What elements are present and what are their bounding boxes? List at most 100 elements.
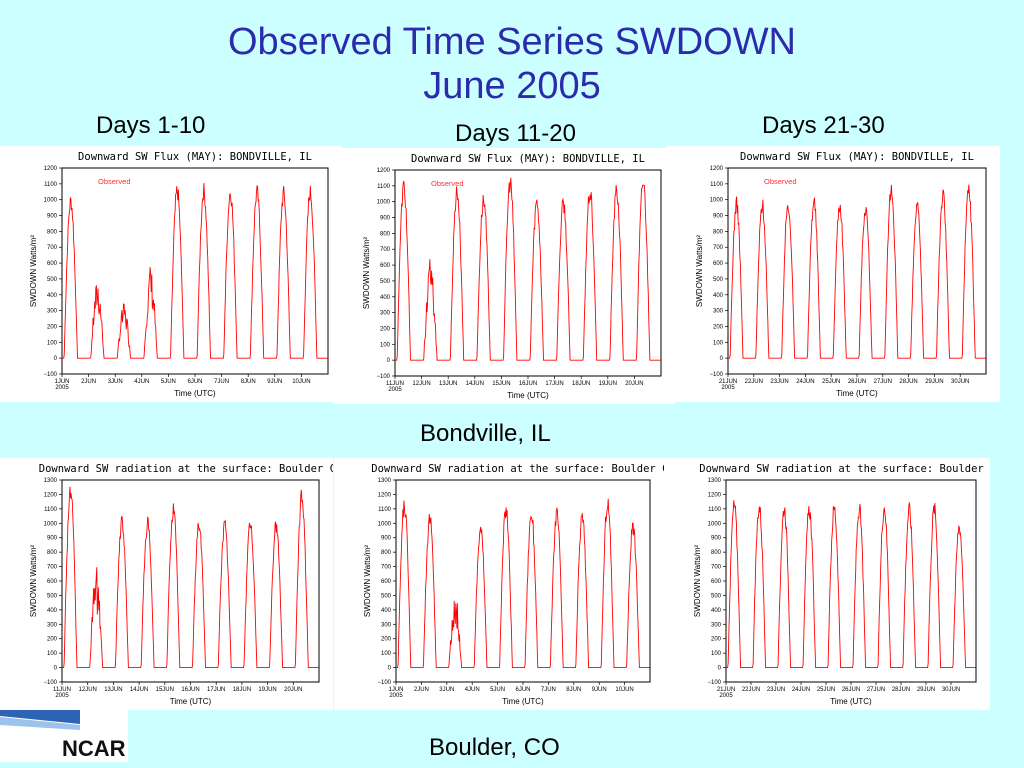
y-tick-label: 1200: [44, 166, 58, 172]
x-tick-label: 25JUN: [822, 379, 840, 385]
x-tick-label: 2005: [55, 385, 69, 391]
x-tick-label: 18JUN: [233, 687, 251, 693]
x-tick-label: 4JUN: [134, 379, 149, 385]
x-tick-label: 21JUN: [719, 379, 737, 385]
x-tick-label: 26JUN: [842, 687, 860, 693]
series-line-observed: [62, 182, 328, 359]
x-tick-label: 2005: [389, 693, 403, 699]
slide-title-line2: June 2005: [423, 65, 601, 107]
site-label-bondville: Bondville, IL: [420, 420, 551, 447]
y-tick-label: 600: [381, 579, 392, 585]
y-tick-label: 300: [713, 309, 724, 315]
y-tick-label: 1000: [378, 521, 392, 527]
y-tick-label: 800: [713, 229, 724, 235]
y-tick-label: 0: [388, 666, 392, 672]
series-line-observed: [395, 177, 661, 361]
y-tick-label: 1200: [378, 492, 392, 498]
y-tick-label: 400: [381, 608, 392, 614]
y-tick-label: 800: [380, 231, 391, 237]
x-tick-label: 10JUN: [615, 687, 633, 693]
x-tick-label: 2JUN: [81, 379, 96, 385]
y-tick-label: 800: [381, 550, 392, 556]
x-tick-label: 15JUN: [156, 687, 174, 693]
y-tick-label: 200: [713, 324, 724, 330]
x-tick-label: 1JUN: [54, 379, 69, 385]
y-tick-label: 1000: [710, 198, 724, 204]
x-tick-label: 4JUN: [465, 687, 480, 693]
x-tick-label: 2JUN: [414, 687, 429, 693]
y-axis-label: SWDOWN Watts/m²: [29, 545, 38, 617]
y-tick-label: 400: [47, 293, 58, 299]
y-tick-label: 700: [713, 245, 724, 251]
y-tick-label: 500: [711, 593, 722, 599]
x-tick-label: 12JUN: [412, 381, 430, 387]
column-label-days-1-10: Days 1-10: [96, 112, 206, 139]
slide-title: Observed Time Series SWDOWN June 2005: [0, 20, 1024, 108]
y-tick-label: −100: [707, 680, 721, 686]
x-tick-label: 13JUN: [104, 687, 122, 693]
series-line-observed: [728, 184, 986, 359]
chart-boulder-days-11-20: Downward SW radiation at the surface: Bo…: [0, 458, 333, 710]
series-line-observed: [396, 498, 650, 669]
x-tick-label: 2005: [719, 693, 733, 699]
y-tick-label: 900: [47, 214, 58, 220]
y-tick-label: 200: [47, 637, 58, 643]
y-tick-label: 800: [47, 229, 58, 235]
y-tick-label: 1300: [44, 478, 58, 484]
x-tick-label: 23JUN: [767, 687, 785, 693]
y-tick-label: 0: [387, 358, 391, 364]
x-tick-label: 14JUN: [130, 687, 148, 693]
chart-title: Downward SW radiation at the surface: Bo…: [371, 463, 664, 475]
chart-svg: Downward SW Flux (MAY): BONDVILLE, IL −10…: [362, 153, 662, 400]
y-tick-label: 600: [711, 579, 722, 585]
x-tick-label: 28JUN: [892, 687, 910, 693]
x-tick-label: 9JUN: [267, 379, 282, 385]
x-tick-label: 7JUN: [214, 379, 229, 385]
y-tick-label: 100: [380, 342, 391, 348]
ncar-logo: NCAR: [0, 708, 128, 762]
x-axis-label: Time (UTC): [836, 389, 878, 398]
x-tick-label: 29JUN: [917, 687, 935, 693]
x-tick-label: 27JUN: [867, 687, 885, 693]
y-tick-label: 100: [47, 340, 58, 346]
x-axis-label: Time (UTC): [830, 697, 872, 706]
x-tick-label: 2005: [388, 387, 402, 393]
y-tick-label: 200: [47, 324, 58, 330]
x-tick-label: 6JUN: [515, 687, 530, 693]
x-tick-label: 8JUN: [241, 379, 256, 385]
chart-boulder-days-21-30: Downward SW radiation at the surface: Bo…: [664, 458, 990, 710]
y-tick-label: 0: [54, 666, 58, 672]
chart-svg: Downward SW radiation at the surface: Bo…: [363, 463, 664, 706]
logo-text: NCAR: [62, 736, 126, 761]
x-tick-label: 24JUN: [792, 687, 810, 693]
x-tick-label: 3JUN: [439, 687, 454, 693]
y-tick-label: 100: [381, 651, 392, 657]
y-tick-label: 200: [711, 637, 722, 643]
chart-title: Downward SW Flux (MAY): BONDVILLE, IL: [740, 151, 974, 163]
y-tick-label: 900: [380, 216, 391, 222]
y-tick-label: 1200: [710, 166, 724, 172]
x-tick-label: 16JUN: [519, 381, 537, 387]
y-tick-label: 100: [47, 651, 58, 657]
y-tick-label: 1100: [44, 182, 58, 188]
y-tick-label: 200: [380, 326, 391, 332]
y-tick-label: −100: [376, 374, 390, 380]
y-tick-label: −100: [43, 680, 57, 686]
y-tick-label: 600: [47, 261, 58, 267]
y-axis-label: SWDOWN Watts/m²: [29, 235, 38, 307]
x-tick-label: 19JUN: [258, 687, 276, 693]
y-tick-label: 700: [711, 565, 722, 571]
y-tick-label: 1100: [708, 507, 722, 513]
x-tick-label: 11JUN: [386, 381, 404, 387]
chart-svg: Downward SW Flux (MAY): BONDVILLE, IL −10…: [695, 151, 987, 398]
x-tick-label: 10JUN: [292, 379, 310, 385]
x-tick-label: 30JUN: [942, 687, 960, 693]
x-axis-label: Time (UTC): [174, 389, 216, 398]
chart-title: Downward SW radiation at the surface: Bo…: [699, 463, 990, 475]
x-tick-label: 26JUN: [848, 379, 866, 385]
y-tick-label: −100: [709, 372, 723, 378]
x-tick-label: 14JUN: [466, 381, 484, 387]
chart-title: Downward SW radiation at the surface: Bo…: [39, 463, 333, 475]
x-tick-label: 13JUN: [439, 381, 457, 387]
x-tick-label: 7JUN: [541, 687, 556, 693]
